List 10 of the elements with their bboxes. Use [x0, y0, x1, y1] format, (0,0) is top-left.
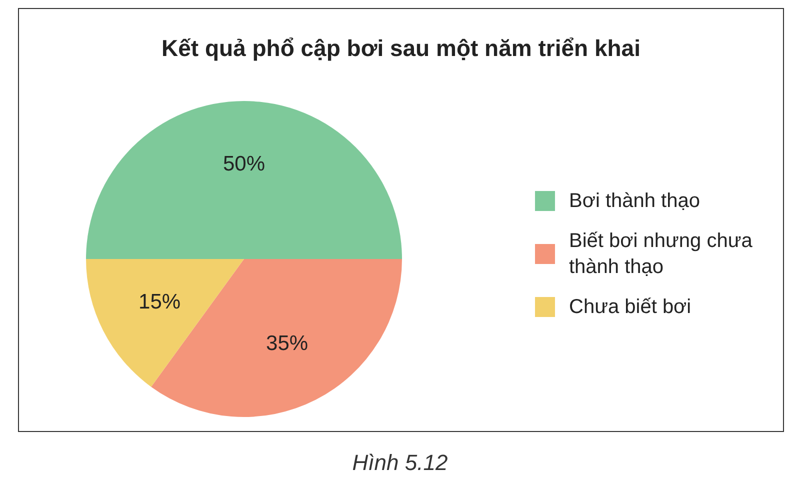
data-label: 50%: [222, 152, 266, 176]
legend-label: Chưa biết bơi: [569, 295, 692, 320]
data-label: 15%: [138, 290, 181, 314]
chart-title: Kết quả phổ cập bơi sau một năm triển khai: [160, 35, 642, 62]
pie-slice: [86, 101, 402, 259]
legend-label: Biết bơi nhưng chưa thành thạo: [569, 229, 754, 280]
data-label: 35%: [266, 332, 308, 355]
legend-label: Bơi thành thạo: [569, 189, 701, 214]
pie-slice: [86, 259, 244, 387]
text: Hình 5.12: [351, 450, 449, 476]
